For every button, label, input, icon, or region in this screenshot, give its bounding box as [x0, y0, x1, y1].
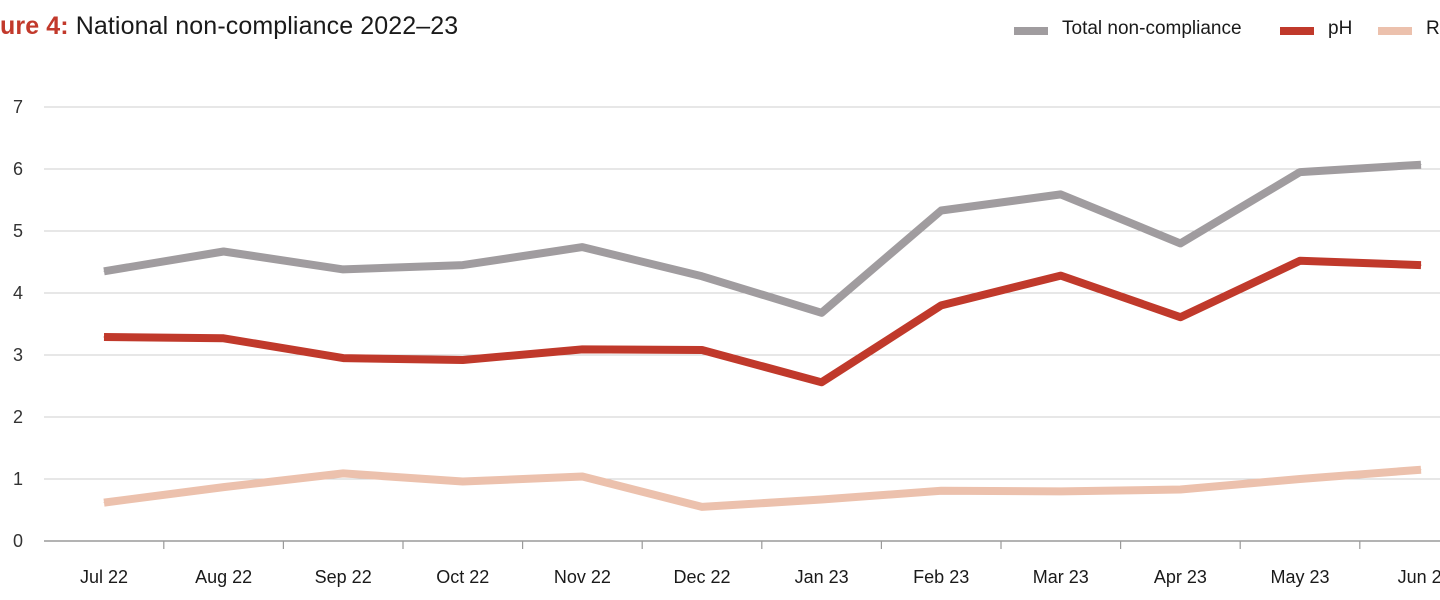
figure-number: ure 4:	[0, 12, 69, 40]
data-point-0-6	[821, 312, 823, 314]
data-point-2-4	[581, 476, 583, 478]
series-line-0	[103, 160, 1422, 317]
data-point-2-9	[1179, 489, 1181, 491]
data-point-2-1	[223, 486, 225, 488]
data-point-0-11	[1420, 164, 1422, 166]
data-point-0-2	[342, 268, 344, 270]
legend-swatch-total	[1014, 27, 1048, 35]
data-point-2-7	[940, 490, 942, 492]
data-point-0-0	[103, 270, 105, 272]
data-point-1-11	[1420, 264, 1422, 266]
data-point-2-8	[1060, 490, 1062, 492]
series-line-1	[103, 256, 1422, 387]
data-point-0-3	[462, 264, 464, 266]
x-tick-label-9: Apr 23	[1154, 567, 1207, 587]
y-axis-ticks: 0 1 2 3 4 5 6 7	[13, 97, 23, 551]
data-point-1-3	[462, 359, 464, 361]
x-tick-label-4: Nov 22	[554, 567, 611, 587]
data-point-2-10	[1299, 478, 1301, 480]
data-point-2-3	[462, 480, 464, 482]
y-tick-label-4: 4	[13, 283, 23, 303]
legend-swatch-ph	[1280, 27, 1314, 35]
legend-label-ri: Ri	[1426, 18, 1440, 39]
data-point-1-8	[1060, 275, 1062, 277]
y-tick-label-3: 3	[13, 345, 23, 365]
data-point-1-0	[103, 336, 105, 338]
data-point-2-0	[103, 502, 105, 504]
legend-label-ph: pH	[1328, 18, 1353, 39]
data-point-1-9	[1179, 316, 1181, 318]
y-tick-label-7: 7	[13, 97, 23, 117]
data-point-0-4	[581, 246, 583, 248]
x-axis: Jul 22 Aug 22 Sep 22 Oct 22 Nov 22 Dec 22 Jan …	[80, 541, 1440, 587]
y-tick-label-6: 6	[13, 159, 23, 179]
data-point-0-7	[940, 210, 942, 212]
x-tick-label-3: Oct 22	[436, 567, 489, 587]
data-point-2-2	[342, 472, 344, 474]
data-point-1-10	[1299, 260, 1301, 262]
y-tick-label-1: 1	[13, 469, 23, 489]
data-point-1-6	[821, 381, 823, 383]
x-tick-label-11: Jun 2	[1398, 567, 1440, 587]
y-tick-label-0: 0	[13, 531, 23, 551]
x-tick-label-7: Feb 23	[913, 567, 969, 587]
chart-title: ure 4: National non-compliance 2022–23	[0, 12, 458, 41]
data-point-1-4	[581, 348, 583, 350]
data-point-0-1	[223, 250, 225, 252]
data-point-1-1	[223, 337, 225, 339]
x-tick-label-2: Sep 22	[315, 567, 372, 587]
chart-title-text: National non-compliance 2022–23	[68, 12, 459, 40]
data-point-2-11	[1420, 469, 1422, 471]
x-tick-label-1: Aug 22	[195, 567, 252, 587]
legend-swatch-ri	[1378, 27, 1412, 35]
data-point-1-7	[940, 304, 942, 306]
data-point-0-9	[1179, 242, 1181, 244]
data-point-1-2	[342, 357, 344, 359]
series-line-2	[103, 465, 1422, 511]
series-lines	[103, 160, 1422, 511]
data-point-2-5	[701, 506, 703, 508]
x-tick-label-8: Mar 23	[1033, 567, 1089, 587]
data-point-0-8	[1060, 193, 1062, 195]
x-tick-label-6: Jan 23	[795, 567, 849, 587]
data-point-0-5	[701, 275, 703, 277]
x-tick-label-10: May 23	[1270, 567, 1329, 587]
y-tick-label-2: 2	[13, 407, 23, 427]
data-point-1-5	[701, 349, 703, 351]
y-tick-label-5: 5	[13, 221, 23, 241]
gridlines	[44, 106, 1440, 542]
data-point-2-6	[821, 498, 823, 500]
x-tick-label-5: Dec 22	[673, 567, 730, 587]
data-point-0-10	[1299, 171, 1301, 173]
legend-label-total: Total non-compliance	[1062, 18, 1242, 39]
x-tick-label-0: Jul 22	[80, 567, 128, 587]
